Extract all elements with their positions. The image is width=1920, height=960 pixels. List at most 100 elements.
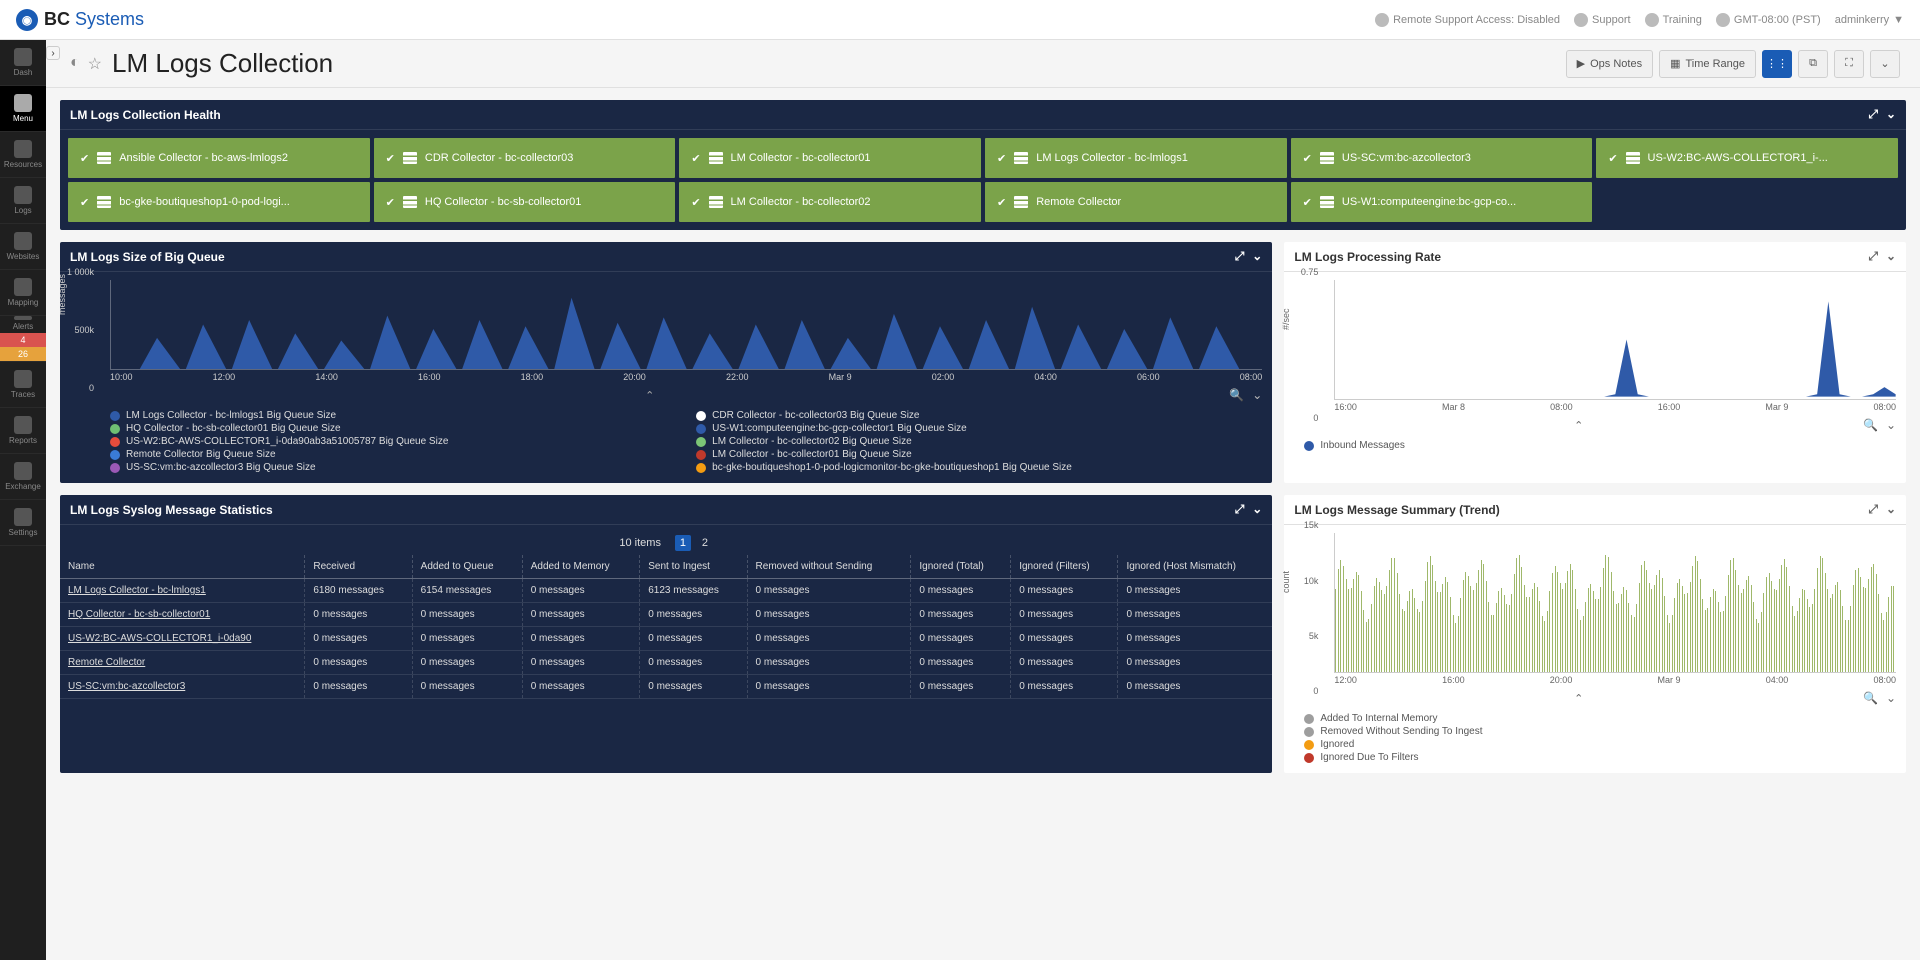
health-card[interactable]: ✔US-W2:BC-AWS-COLLECTOR1_i-... <box>1596 138 1898 178</box>
nav-icon <box>14 508 32 526</box>
collector-link[interactable]: LM Logs Collector - bc-lmlogs1 <box>68 585 206 596</box>
column-header[interactable]: Ignored (Host Mismatch) <box>1118 555 1272 579</box>
alert-badge[interactable]: 26 <box>0 347 46 361</box>
title-bar: ◐ ☆ LM Logs Collection ▶ Ops Notes ▦ Tim… <box>46 40 1920 88</box>
fullscreen-button[interactable]: ⛶ <box>1834 50 1864 78</box>
health-card[interactable]: ✔Ansible Collector - bc-aws-lmlogs2 <box>68 138 370 178</box>
collector-link[interactable]: Remote Collector <box>68 657 145 668</box>
user-menu[interactable]: adminkerry ▼ <box>1835 14 1904 26</box>
legend-item[interactable]: CDR Collector - bc-collector03 Big Queue… <box>696 410 1262 421</box>
ops-notes-button[interactable]: ▶ Ops Notes <box>1566 50 1653 78</box>
copy-button[interactable]: ⧉ <box>1798 50 1828 78</box>
nav-item-mapping[interactable]: Mapping <box>0 270 46 316</box>
legend-item[interactable]: LM Collector - bc-collector02 Big Queue … <box>696 436 1262 447</box>
nav-item-dash[interactable]: Dash <box>0 40 46 86</box>
chart-menu-icon[interactable]: ⌄ <box>1886 691 1896 705</box>
health-card[interactable]: ✔LM Collector - bc-collector02 <box>679 182 981 222</box>
chart-collapse-caret[interactable]: ⌃ <box>1574 419 1583 432</box>
widget-menu-icon[interactable]: ⌄ <box>1886 249 1896 264</box>
alert-badge[interactable]: 4 <box>0 333 46 347</box>
server-icon <box>709 152 723 164</box>
widget-menu-icon[interactable]: ⌄ <box>1252 249 1262 264</box>
expand-icon[interactable]: ⤢ <box>1235 249 1245 264</box>
legend-item[interactable]: US-W1:computeengine:bc-gcp-collector1 Bi… <box>696 423 1262 434</box>
health-card[interactable]: ✔LM Logs Collector - bc-lmlogs1 <box>985 138 1287 178</box>
widget-menu-icon[interactable]: ⌄ <box>1252 502 1262 517</box>
collector-link[interactable]: HQ Collector - bc-sb-collector01 <box>68 609 210 620</box>
expand-icon[interactable]: ⤢ <box>1235 502 1245 517</box>
chart-menu-icon[interactable]: ⌄ <box>1252 388 1262 402</box>
health-card[interactable]: ✔LM Collector - bc-collector01 <box>679 138 981 178</box>
zoom-icon[interactable]: 🔍 <box>1863 418 1878 432</box>
collector-link[interactable]: US-SC:vm:bc-azcollector3 <box>68 681 185 692</box>
nav-item-logs[interactable]: Logs <box>0 178 46 224</box>
column-header[interactable]: Sent to Ingest <box>640 555 747 579</box>
widget-menu-icon[interactable]: ⌄ <box>1886 502 1896 517</box>
page-button[interactable]: 2 <box>697 535 713 551</box>
health-card[interactable]: ✔CDR Collector - bc-collector03 <box>374 138 676 178</box>
expand-icon[interactable]: ⤢ <box>1868 107 1878 122</box>
legend-item[interactable]: LM Logs Collector - bc-lmlogs1 Big Queue… <box>110 410 676 421</box>
legend-item[interactable]: HQ Collector - bc-sb-collector01 Big Que… <box>110 423 676 434</box>
layout-button[interactable]: ⋮⋮ <box>1762 50 1792 78</box>
support-link[interactable]: Support <box>1574 13 1631 27</box>
training-link[interactable]: Training <box>1645 13 1702 27</box>
column-header[interactable]: Removed without Sending <box>747 555 911 579</box>
timezone-selector[interactable]: GMT-08:00 (PST) <box>1716 13 1821 27</box>
health-card[interactable]: ✔US-SC:vm:bc-azcollector3 <box>1291 138 1593 178</box>
legend-dot-icon <box>696 411 706 421</box>
brand-logo[interactable]: ◉ BC Systems <box>16 9 144 31</box>
nav-item-traces[interactable]: Traces <box>0 362 46 408</box>
expand-icon[interactable]: ⤢ <box>1868 249 1878 264</box>
health-card[interactable]: ✔US-W1:computeengine:bc-gcp-co... <box>1291 182 1593 222</box>
nav-item-menu[interactable]: Menu <box>0 86 46 132</box>
big-queue-widget: LM Logs Size of Big Queue ⤢⌄ messages 05… <box>60 242 1272 483</box>
nav-item-reports[interactable]: Reports <box>0 408 46 454</box>
health-card[interactable]: ✔HQ Collector - bc-sb-collector01 <box>374 182 676 222</box>
legend-item[interactable]: Ignored <box>1304 739 1896 750</box>
nav-item-resources[interactable]: Resources <box>0 132 46 178</box>
column-header[interactable]: Ignored (Filters) <box>1011 555 1118 579</box>
nav-expand-chevron[interactable]: › <box>46 46 60 60</box>
nav-item-settings[interactable]: Settings <box>0 500 46 546</box>
zoom-icon[interactable]: 🔍 <box>1863 691 1878 705</box>
legend-item[interactable]: Ignored Due To Filters <box>1304 752 1896 763</box>
legend-item[interactable]: Removed Without Sending To Ingest <box>1304 726 1896 737</box>
nav-item-websites[interactable]: Websites <box>0 224 46 270</box>
column-header[interactable]: Received <box>305 555 412 579</box>
time-range-button[interactable]: ▦ Time Range <box>1659 50 1756 78</box>
dashboard-icon[interactable]: ◐ <box>70 54 80 74</box>
legend-dot-icon <box>110 463 120 473</box>
remote-support-status[interactable]: Remote Support Access: Disabled <box>1375 13 1560 27</box>
collector-link[interactable]: US-W2:BC-AWS-COLLECTOR1_i-0da90 <box>68 633 251 644</box>
column-header[interactable]: Ignored (Total) <box>911 555 1011 579</box>
legend-item[interactable]: Inbound Messages <box>1304 440 1896 451</box>
nav-icon <box>14 370 32 388</box>
legend-dot-icon <box>110 411 120 421</box>
legend-item[interactable]: US-SC:vm:bc-azcollector3 Big Queue Size <box>110 462 676 473</box>
expand-icon[interactable]: ⤢ <box>1868 502 1878 517</box>
column-header[interactable]: Added to Memory <box>522 555 640 579</box>
legend-item[interactable]: Remote Collector Big Queue Size <box>110 449 676 460</box>
legend-item[interactable]: US-W2:BC-AWS-COLLECTOR1_i-0da90ab3a51005… <box>110 436 676 447</box>
column-header[interactable]: Added to Queue <box>412 555 522 579</box>
chart-menu-icon[interactable]: ⌄ <box>1886 418 1896 432</box>
nav-item-alerts[interactable]: Alerts426 <box>0 316 46 362</box>
favorite-star-icon[interactable]: ☆ <box>88 54 102 74</box>
legend-item[interactable]: Added To Internal Memory <box>1304 713 1896 724</box>
nav-icon <box>14 232 32 250</box>
legend-item[interactable]: bc-gke-boutiqueshop1-0-pod-logicmonitor-… <box>696 462 1262 473</box>
page-button[interactable]: 1 <box>675 535 691 551</box>
health-card[interactable]: ✔Remote Collector <box>985 182 1287 222</box>
column-header[interactable]: Name <box>60 555 305 579</box>
nav-item-exchange[interactable]: Exchange <box>0 454 46 500</box>
chart-collapse-caret[interactable]: ⌃ <box>1574 692 1583 705</box>
health-card[interactable]: ✔bc-gke-boutiqueshop1-0-pod-logi... <box>68 182 370 222</box>
widget-menu-icon[interactable]: ⌄ <box>1886 107 1896 122</box>
zoom-icon[interactable]: 🔍 <box>1229 388 1244 402</box>
server-icon <box>1626 152 1640 164</box>
legend-dot-icon <box>696 437 706 447</box>
more-chevron-button[interactable]: ⌄ <box>1870 50 1900 78</box>
legend-item[interactable]: LM Collector - bc-collector01 Big Queue … <box>696 449 1262 460</box>
chart-collapse-caret[interactable]: ⌃ <box>645 389 654 402</box>
